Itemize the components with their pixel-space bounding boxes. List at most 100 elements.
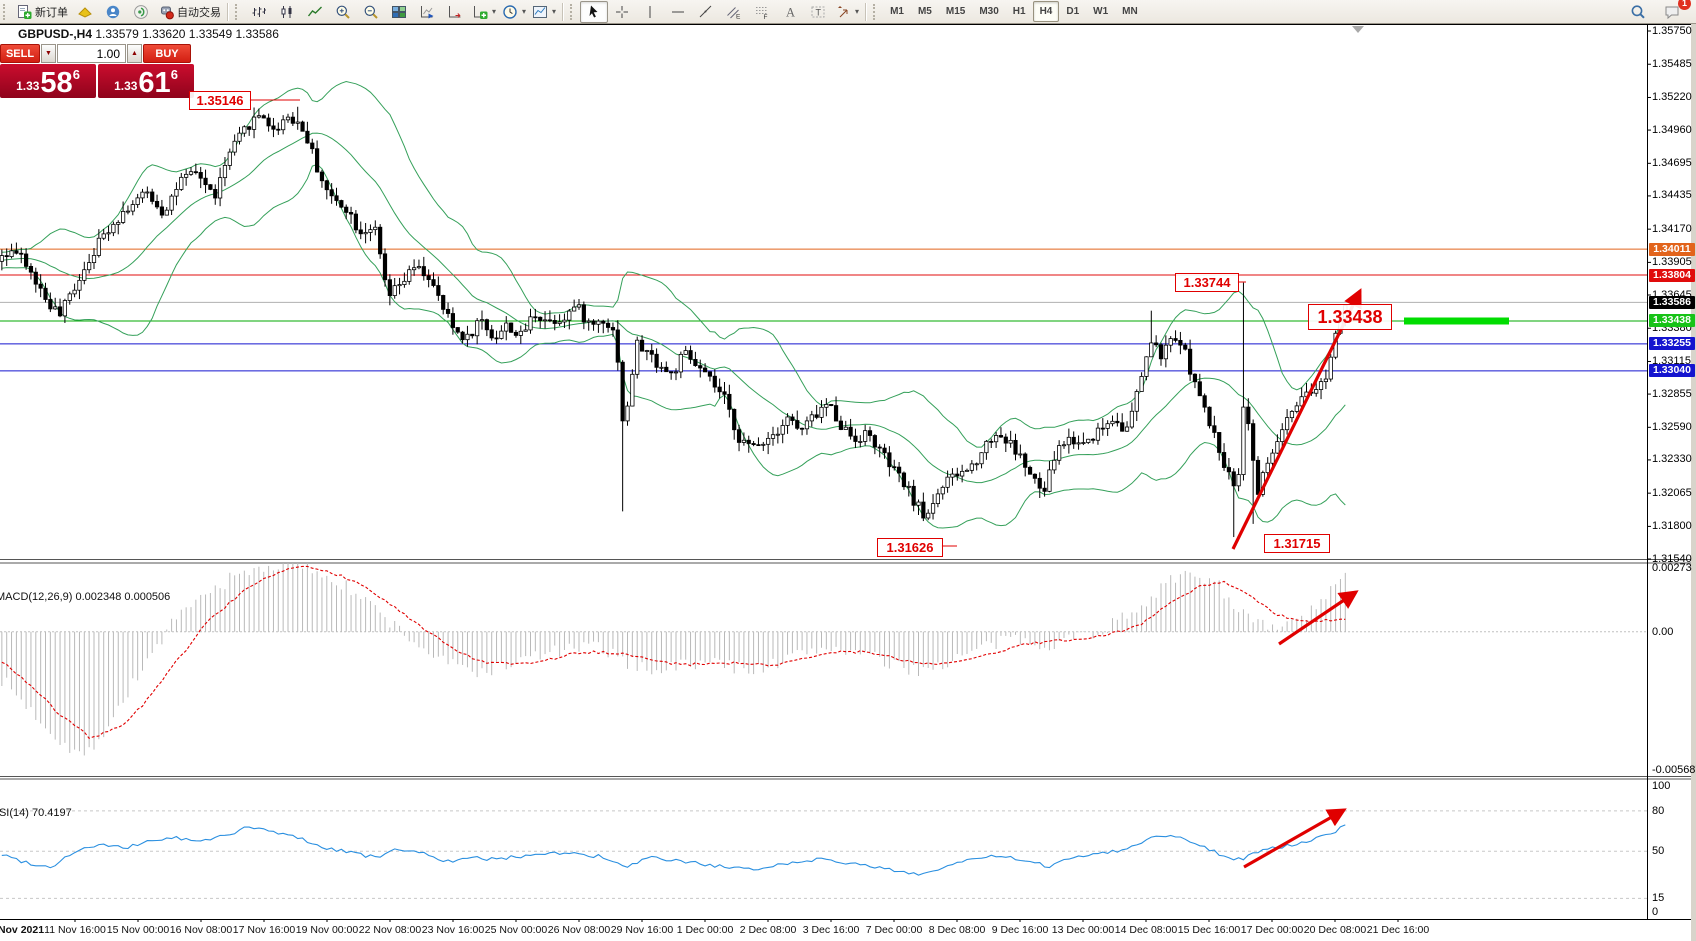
chart-shift-marker[interactable]: [1352, 26, 1364, 33]
candles-icon: [281, 5, 292, 18]
sell-price-button[interactable]: 1.33 58 6: [0, 64, 96, 98]
bars-icon: [252, 6, 266, 17]
broadcast-button[interactable]: [127, 1, 155, 23]
crosshair-button[interactable]: [608, 1, 636, 23]
notification-badge: 1: [1678, 0, 1691, 10]
price-annotation-1.33744[interactable]: 1.33744: [1175, 273, 1239, 292]
equidistant-channel-button[interactable]: E: [720, 1, 748, 23]
timeframe-m5-button[interactable]: M5: [917, 6, 932, 17]
new-chart-dropdown-caret[interactable]: ▾: [492, 7, 497, 16]
price-annotation-1.31715[interactable]: 1.31715: [1264, 534, 1330, 553]
timeframe-m1-button[interactable]: M1: [890, 6, 904, 17]
time-axis-label: 11 Nov 16:00: [44, 924, 106, 936]
price-annotation-1.33438[interactable]: 1.33438: [1308, 304, 1392, 330]
price-scale-tick: 1.33115: [1652, 354, 1691, 367]
macd-pane[interactable]: [0, 557, 1647, 756]
text-label-button[interactable]: T: [804, 1, 832, 23]
toolbar-separator: [227, 2, 229, 21]
docplus-icon: [18, 4, 32, 19]
buy-button[interactable]: BUY: [143, 44, 191, 63]
price-marker-1.33804[interactable]: 1.33804: [1649, 268, 1695, 282]
volume-increase-button[interactable]: ▲: [127, 44, 142, 63]
toolbar-drag-handle[interactable]: [3, 3, 10, 20]
auto-scroll-button[interactable]: [413, 1, 441, 23]
community-icon: [106, 5, 120, 18]
tile-windows-button[interactable]: [385, 1, 413, 23]
bar-chart-button[interactable]: [245, 1, 273, 23]
price-marker-1.33040[interactable]: 1.33040: [1649, 364, 1695, 378]
fibonacci-button[interactable]: F: [748, 1, 776, 23]
chart-shift-button[interactable]: [441, 1, 469, 23]
linechart-icon: [307, 6, 322, 16]
one-click-trade-panel: SELL ▼ ▲ BUY 1.33 58 6 1.33 61 6: [0, 44, 194, 98]
zoomin-icon: [336, 5, 350, 19]
zoom-in-button[interactable]: [329, 1, 357, 23]
search-button[interactable]: [1624, 1, 1652, 23]
templates-button[interactable]: ▾: [529, 1, 559, 23]
price-scale-tick: 1.32065: [1652, 486, 1692, 499]
timeframe-mn-button[interactable]: MN: [1122, 6, 1138, 17]
trend-arrow-macd[interactable]: [1278, 590, 1359, 646]
price-marker-1.34011[interactable]: 1.34011: [1649, 242, 1695, 256]
rsi-scale-100: 100: [1652, 779, 1671, 792]
volume-input[interactable]: [57, 44, 126, 63]
channel-icon: E: [727, 6, 741, 20]
crosshair-icon: [616, 5, 629, 18]
price-marker-1.33438[interactable]: 1.33438: [1649, 314, 1695, 328]
main-pane[interactable]: [0, 80, 1647, 550]
autotrading-icon: [161, 6, 174, 19]
ohlc-values: 1.33579 1.33620 1.33549 1.33586: [95, 27, 279, 41]
trend-line-button[interactable]: [692, 1, 720, 23]
autotrading-button[interactable]: 自动交易: [155, 1, 224, 23]
time-axis-label: 16 Nov 08:00: [169, 924, 233, 936]
templates-dropdown-caret[interactable]: ▾: [552, 7, 557, 16]
buy-price-button[interactable]: 1.33 61 6: [98, 64, 194, 98]
price-annotation-1.31626[interactable]: 1.31626: [877, 538, 943, 557]
text-button[interactable]: A: [776, 1, 804, 23]
time-axis-label: 13 Dec 00:00: [1051, 924, 1115, 936]
trend-arrow-main[interactable]: [1231, 288, 1362, 550]
time-axis-label: 1 Dec 00:00: [676, 924, 734, 936]
arrows-dropdown-caret[interactable]: ▾: [855, 7, 860, 16]
notifications-button[interactable]: 1: [1658, 0, 1691, 23]
toolbar-drag-handle[interactable]: [235, 3, 242, 20]
timeframe-d1-button[interactable]: D1: [1066, 6, 1080, 17]
price-annotation-1.35146[interactable]: 1.35146: [189, 91, 251, 110]
periods-button[interactable]: ▾: [499, 1, 529, 23]
chart-canvas[interactable]: [0, 24, 1696, 941]
metaeditor-button[interactable]: [71, 1, 99, 23]
price-scale-tick: 1.34435: [1652, 189, 1692, 202]
toolbar-drag-handle[interactable]: [873, 3, 880, 20]
zoom-out-button[interactable]: [357, 1, 385, 23]
timeframe-w1-button[interactable]: W1: [1093, 6, 1109, 17]
price-scale-tick: 1.32855: [1652, 387, 1692, 400]
rsi-pane[interactable]: [0, 808, 1647, 899]
sell-button[interactable]: SELL: [0, 44, 40, 63]
price-marker-1.33586[interactable]: 1.33586: [1649, 295, 1695, 309]
timeframe-h4-button[interactable]: H4: [1032, 1, 1060, 22]
timeframe-m15-button[interactable]: M15: [945, 6, 966, 17]
price-scale-tick: 1.32590: [1652, 420, 1692, 433]
candlestick-chart-button[interactable]: [273, 1, 301, 23]
arrows-button[interactable]: ▾: [832, 1, 862, 23]
periods-dropdown-caret[interactable]: ▾: [522, 7, 527, 16]
new-order-button[interactable]: 新订单: [13, 1, 71, 23]
vertical-line-button[interactable]: [636, 1, 664, 23]
price-marker-1.33255[interactable]: 1.33255: [1649, 337, 1695, 351]
community-button[interactable]: [99, 1, 127, 23]
volume-decrease-button[interactable]: ▼: [41, 44, 56, 63]
price-scale-tick: 1.31540: [1652, 552, 1692, 565]
toolbar-drag-handle[interactable]: [570, 3, 577, 20]
time-axis-label: 20 Dec 08:00: [1303, 924, 1367, 936]
timeframe-m30-button[interactable]: M30: [979, 6, 999, 17]
line-chart-button[interactable]: [301, 1, 329, 23]
horizontal-line-button[interactable]: [664, 1, 692, 23]
buy-price-base: 1.33: [114, 79, 138, 93]
timeframe-h1-button[interactable]: H1: [1012, 6, 1026, 17]
chart-header: GBPUSD-,H4 1.33579 1.33620 1.33549 1.335…: [18, 27, 279, 41]
cursor-button[interactable]: [580, 0, 609, 23]
time-axis-label: 7 Dec 00:00: [865, 924, 923, 936]
new-chart-button[interactable]: ▾: [469, 1, 499, 23]
trend-arrow-rsi[interactable]: [1243, 808, 1347, 869]
time-axis-label: 14 Dec 08:00: [1114, 924, 1178, 936]
